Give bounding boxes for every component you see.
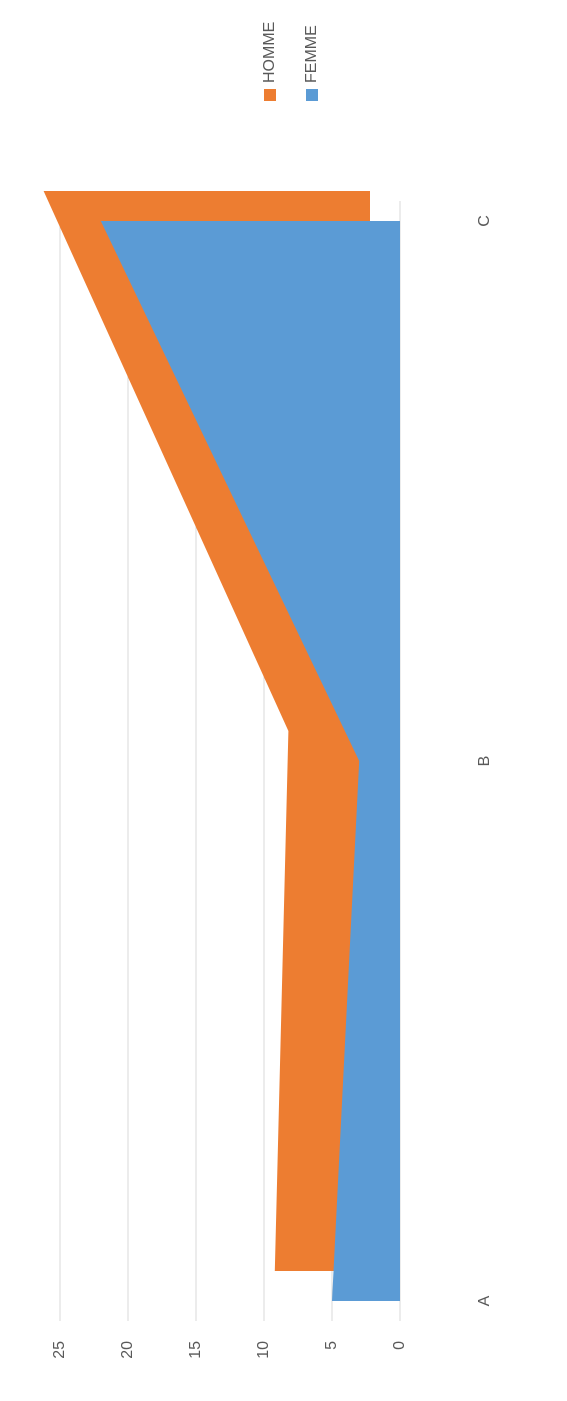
legend-label: HOMME [261,22,278,83]
x-tick-label: B [476,756,493,767]
area [100,221,400,1301]
y-tick-label: 15 [187,1341,204,1359]
legend-swatch [306,89,318,101]
y-tick-label: 0 [391,1341,408,1350]
y-tick-label: 25 [51,1341,68,1359]
legend-label: FEMME [303,25,320,83]
y-tick-label: 10 [255,1341,272,1359]
y-tick-label: 20 [119,1341,136,1359]
x-tick-label: A [476,1295,493,1306]
y-tick-label: 5 [323,1341,340,1350]
rotated-plot: 0 5 10 15 20 25 A B C HOMME FEMME [43,22,493,1359]
legend-swatch [264,89,276,101]
x-tick-label: C [476,215,493,227]
